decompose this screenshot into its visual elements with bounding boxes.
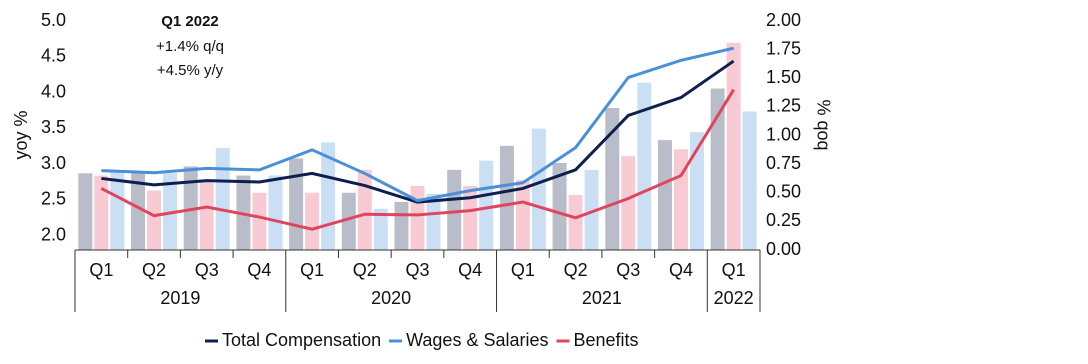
x-tick-label: Q1 [511, 260, 535, 280]
bar [689, 132, 704, 250]
x-tick-label: Q4 [458, 260, 482, 280]
y2-tick-label: 0.00 [766, 239, 801, 259]
bar [637, 82, 652, 250]
bar [710, 88, 725, 251]
bar [147, 190, 162, 250]
y2-tick-label: 0.50 [766, 182, 801, 202]
line [101, 46, 734, 203]
y2-axis-label: % qoq [813, 99, 833, 150]
bar [215, 148, 230, 250]
bar [742, 111, 757, 250]
bar [357, 169, 372, 250]
x-group-label: 2021 [582, 288, 622, 308]
y2-tick-label: 2.00 [766, 10, 801, 30]
bar [447, 169, 462, 250]
x-group-label: 2020 [371, 288, 411, 308]
y-tick-label: 2.5 [41, 189, 66, 209]
x-group-label: 2022 [714, 288, 754, 308]
bar [268, 175, 283, 250]
y-tick-label: 2.0 [41, 224, 66, 244]
y-axis-label: yoy % [11, 110, 31, 159]
x-tick-label: Q1 [89, 260, 113, 280]
bar [289, 158, 304, 250]
bar [394, 201, 409, 250]
bar [673, 149, 688, 250]
bar [621, 156, 636, 250]
y-tick-label: 5.0 [41, 10, 66, 30]
bar [605, 108, 620, 251]
bar [110, 170, 125, 250]
bar [499, 145, 514, 250]
line [100, 88, 735, 231]
y-tick-label: 4.5 [41, 46, 66, 66]
x-tick-label: Q4 [247, 260, 271, 280]
x-tick-label: Q2 [564, 260, 588, 280]
bar [94, 175, 109, 250]
bar [410, 185, 425, 250]
x-tick-label: Q2 [142, 260, 166, 280]
x-tick-label: Q3 [195, 260, 219, 280]
bar [568, 195, 583, 250]
y-tick-label: 4.0 [41, 81, 66, 101]
bar [726, 42, 741, 250]
y2-tick-label: 1.50 [766, 67, 801, 87]
bar [373, 208, 388, 250]
x-tick-label: Q1 [300, 260, 324, 280]
bar [305, 192, 320, 250]
legend-label: Total Compensation [222, 330, 381, 350]
legend-label: Wages & Salaries [406, 330, 548, 350]
x-tick-label: Q3 [405, 260, 429, 280]
annotation-line: +1.4% q/q [156, 38, 224, 55]
y2-tick-label: 1.75 [766, 38, 801, 58]
bar [252, 192, 267, 250]
y-tick-label: 3.5 [41, 117, 66, 137]
x-tick-label: Q1 [722, 260, 746, 280]
x-tick-label: Q3 [616, 260, 640, 280]
bar [131, 173, 146, 250]
y2-tick-label: 1.25 [766, 96, 801, 116]
annotation-line: +4.5% y/y [157, 62, 224, 79]
x-group-label: 2019 [160, 288, 200, 308]
x-tick-label: Q4 [669, 260, 693, 280]
y2-tick-label: 0.75 [766, 153, 801, 173]
bar [584, 169, 599, 250]
bar [531, 128, 546, 250]
bar [479, 160, 494, 250]
y2-tick-label: 1.00 [766, 124, 801, 144]
bar [78, 173, 93, 250]
annotation-title: Q1 2022 [161, 13, 219, 30]
bar [552, 162, 567, 250]
y-tick-label: 3.0 [41, 153, 66, 173]
legend-label: Benefits [574, 330, 639, 350]
bar [199, 182, 214, 250]
bar [657, 140, 672, 250]
bar [463, 185, 478, 250]
bar [515, 180, 530, 250]
x-tick-label: Q2 [353, 260, 377, 280]
bar [341, 192, 356, 250]
bar [426, 193, 441, 250]
y2-tick-label: 0.25 [766, 210, 801, 230]
